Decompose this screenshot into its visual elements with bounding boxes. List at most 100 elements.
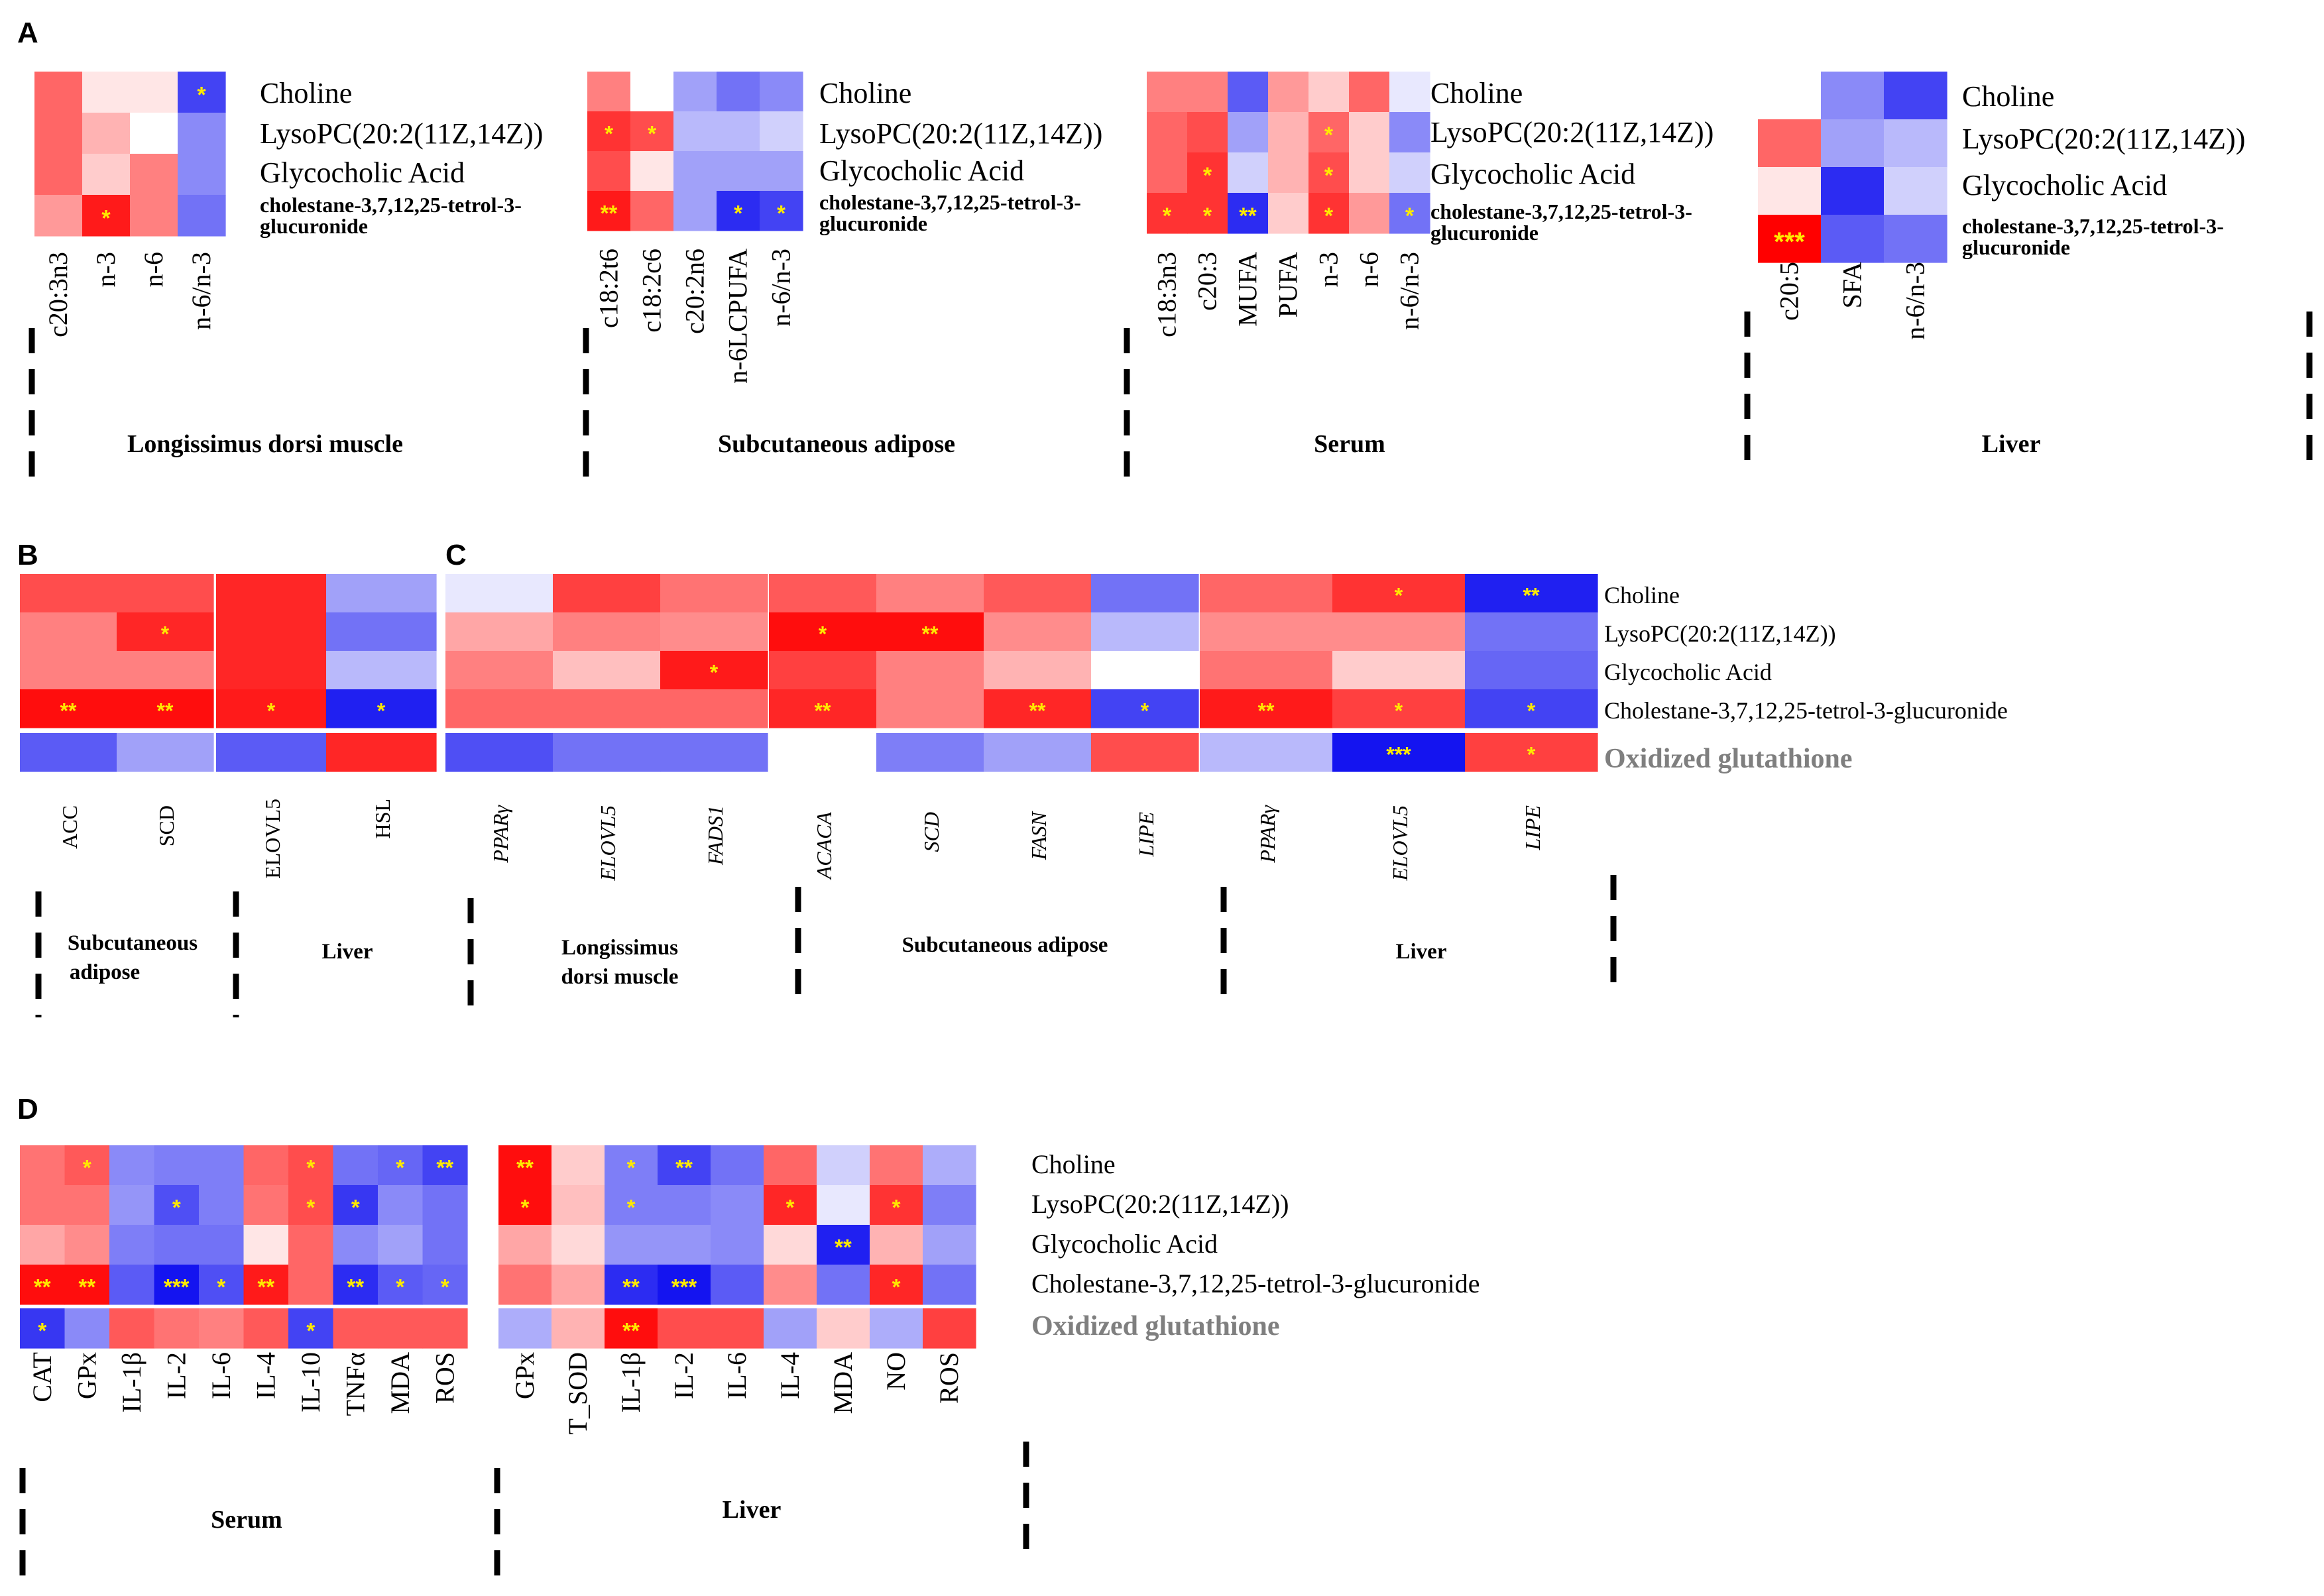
- d1-cell-oxidized-glutathione-il-1: [109, 1308, 155, 1349]
- c3-cell-lysopc-20-2-11z-14z-ppar: [1200, 612, 1333, 652]
- d1-significance-cholestane-3-7-12-25-tetrol-3-glucuronide-cat: **: [34, 1275, 51, 1299]
- c2-cell-lysopc-20-2-11z-14z-lipe: [1091, 612, 1199, 652]
- a4-cell-lysopc-20-2-11z-14z-sfa: [1821, 119, 1885, 168]
- d2-cell-glycocholic-acid-mda: [817, 1225, 870, 1265]
- d1-cell-choline-tnf: [333, 1145, 378, 1186]
- a4-cell-glycocholic-acid-c20-5: [1758, 167, 1822, 215]
- d1-cell-lysopc-20-2-11z-14z-gpx: [64, 1185, 110, 1226]
- c2-significance-lysopc-20-2-11z-14z-scd: **: [922, 622, 939, 646]
- d1-column-label-tnf: TNFα: [340, 1352, 370, 1416]
- d2-cell-oxidized-glutathione-gpx: [498, 1308, 552, 1349]
- d1-cell-glycocholic-acid-ros: [422, 1225, 468, 1265]
- b2-cell-choline-hsl: [326, 574, 437, 613]
- d-row-label-choline: Choline: [1031, 1149, 1116, 1179]
- d2-cell-choline-no: [870, 1145, 923, 1186]
- panel-label-d: D: [17, 1093, 38, 1125]
- c3-significance-cholestane-3-7-12-25-tetrol-3-glucuronide-lipe: *: [1527, 699, 1536, 722]
- heatmap-a-serum: ** ** * ** * *c18:3n3 c20:3 MUFA PUFA n-3 n-6 n-6/n…: [1147, 72, 1430, 337]
- d2-column-label-no: NO: [881, 1352, 911, 1391]
- b2-cell-glycocholic-acid-elovl5: [216, 651, 327, 690]
- heatmap-c-longissimus: * PPARγ ELOVL5 FADS1: [445, 574, 768, 882]
- a3-cell-lysopc-20-2-11z-14z-c20-3: [1187, 112, 1228, 153]
- a4-cell-choline-n-6-n-3: [1884, 72, 1947, 120]
- d1-significance-cholestane-3-7-12-25-tetrol-3-glucuronide-mda: *: [396, 1275, 404, 1299]
- c1-cell-cholestane-3-7-12-25-tetrol-3-glucuronide-elovl5: [553, 689, 661, 728]
- a1-cell-lysopc-20-2-11z-14z-n-6: [130, 113, 178, 154]
- b1-column-label-acc: ACC: [58, 805, 82, 849]
- b1-significance-lysopc-20-2-11z-14z-scd: *: [161, 622, 170, 646]
- c1-cell-glycocholic-acid-ppar: [445, 651, 553, 690]
- d1-significance-oxidized-glutathione-cat: *: [38, 1318, 46, 1343]
- a3-row-label-glycocholic: Glycocholic Acid: [1430, 158, 1635, 190]
- d2-significance-lysopc-20-2-11z-14z-gpx: *: [521, 1195, 530, 1220]
- c3-significance-cholestane-3-7-12-25-tetrol-3-glucuronide-elovl5: *: [1395, 699, 1403, 722]
- c1-cell-cholestane-3-7-12-25-tetrol-3-glucuronide-fads1: [660, 689, 768, 728]
- a3-significance-cholestane-3-7-12-25-tetrol-3-glucuronide-c20-3: *: [1203, 203, 1212, 229]
- b1-cell-lysopc-20-2-11z-14z-scd: [117, 612, 214, 652]
- bc-separators: [35, 875, 1617, 1017]
- a4-column-label-n-6-n-3: n-6/n-3: [1900, 262, 1930, 340]
- a2-column-label-c18-2c6: c18:2c6: [637, 249, 667, 333]
- heatmap-b-subcutaneous: *** **ACC SCD: [20, 574, 214, 849]
- d2-significance-glycocholic-acid-mda: **: [835, 1235, 852, 1259]
- heatmap-c-subcutaneous: * **** ** *ACACA SCD FASN LIPE: [769, 574, 1199, 880]
- panel-label-b: B: [17, 539, 38, 571]
- d1-cell-lysopc-20-2-11z-14z-mda: [378, 1185, 424, 1226]
- a2-cell-lysopc-20-2-11z-14z-c20-2n6: [673, 111, 717, 152]
- d1-cell-oxidized-glutathione-il-6: [199, 1308, 245, 1349]
- c2-cell-choline-fasn: [984, 574, 1092, 613]
- a-tissue-serum: Serum: [1314, 430, 1385, 458]
- c1-cell-oxidized-glutathione-ppar: [445, 733, 553, 772]
- d2-cell-cholestane-3-7-12-25-tetrol-3-glucuronide-ros: [923, 1265, 976, 1305]
- a2-cell-choline-c18-2t6: [587, 72, 631, 112]
- b2-cell-cholestane-3-7-12-25-tetrol-3-glucuronide-hsl: [326, 689, 437, 728]
- d1-significance-choline-gpx: *: [83, 1155, 91, 1180]
- c3-column-label-elovl5: ELOVL5: [1388, 805, 1412, 882]
- a3-cell-glycocholic-acid-c20-3: [1187, 152, 1228, 194]
- c3-cell-cholestane-3-7-12-25-tetrol-3-glucuronide-ppar: [1200, 689, 1333, 728]
- d2-cell-lysopc-20-2-11z-14z-il-6: [711, 1185, 764, 1226]
- b-tissue-liver: Liver: [322, 940, 373, 964]
- a3-cell-choline-c18-3n3: [1147, 72, 1188, 113]
- b1-cell-cholestane-3-7-12-25-tetrol-3-glucuronide-scd: [117, 689, 214, 728]
- d1-cell-oxidized-glutathione-ros: [422, 1308, 468, 1349]
- c3-cell-cholestane-3-7-12-25-tetrol-3-glucuronide-elovl5: [1332, 689, 1466, 728]
- c2-cell-cholestane-3-7-12-25-tetrol-3-glucuronide-lipe: [1091, 689, 1199, 728]
- a2-cell-choline-n-6lcpufa: [717, 72, 760, 112]
- c-row-label-lysopc: LysoPC(20:2(11Z,14Z)): [1604, 620, 1836, 647]
- d1-cell-glycocholic-acid-il-2: [154, 1225, 200, 1265]
- b1-cell-cholestane-3-7-12-25-tetrol-3-glucuronide-acc: [20, 689, 117, 728]
- a2-column-label-n-6-n-3: n-6/n-3: [766, 249, 796, 327]
- a2-cell-cholestane-3-7-12-25-tetrol-3-glucuronide-n-6-n-3: [760, 191, 803, 231]
- b2-significance-cholestane-3-7-12-25-tetrol-3-glucuronide-elovl5: *: [267, 699, 276, 722]
- d2-cell-cholestane-3-7-12-25-tetrol-3-glucuronide-no: [870, 1265, 923, 1305]
- a2-row-label-glycocholic: Glycocholic Acid: [819, 154, 1024, 187]
- d1-cell-cholestane-3-7-12-25-tetrol-3-glucuronide-cat: [20, 1265, 66, 1305]
- c2-cell-glycocholic-acid-fasn: [984, 651, 1092, 690]
- b1-cell-glycocholic-acid-acc: [20, 651, 117, 690]
- a3-cell-glycocholic-acid-n-6: [1349, 152, 1390, 194]
- a3-significance-glycocholic-acid-c20-3: *: [1203, 163, 1212, 188]
- a2-cell-glycocholic-acid-n-6-n-3: [760, 151, 803, 192]
- d1-cell-glycocholic-acid-il-1: [109, 1225, 155, 1265]
- d1-significance-choline-mda: *: [396, 1155, 404, 1180]
- d2-cell-glycocholic-acid-t-sod: [552, 1225, 605, 1265]
- c-tissue-longissimus-1: Longissimus: [561, 936, 678, 960]
- a4-column-label-sfa: SFA: [1837, 262, 1867, 309]
- d2-cell-cholestane-3-7-12-25-tetrol-3-glucuronide-il-2: [658, 1265, 711, 1305]
- d2-cell-glycocholic-acid-il-6: [711, 1225, 764, 1265]
- b2-column-label-hsl: HSL: [371, 799, 394, 838]
- d1-cell-lysopc-20-2-11z-14z-il-4: [243, 1185, 289, 1226]
- a4-row-label-glycocholic: Glycocholic Acid: [1962, 169, 2167, 201]
- a3-cell-cholestane-3-7-12-25-tetrol-3-glucuronide-n-6: [1349, 193, 1390, 234]
- a2-cell-lysopc-20-2-11z-14z-c18-2t6: [587, 111, 631, 152]
- a1-row-label-cholestane-2: glucuronide: [260, 214, 368, 238]
- c2-cell-choline-lipe: [1091, 574, 1199, 613]
- a1-cell-glycocholic-acid-n-6: [130, 154, 178, 196]
- d2-cell-choline-il-4: [764, 1145, 817, 1186]
- d2-cell-lysopc-20-2-11z-14z-no: [870, 1185, 923, 1226]
- d2-cell-cholestane-3-7-12-25-tetrol-3-glucuronide-t-sod: [552, 1265, 605, 1305]
- d2-significance-cholestane-3-7-12-25-tetrol-3-glucuronide-il-2: ***: [671, 1275, 697, 1299]
- c2-cell-lysopc-20-2-11z-14z-scd: [876, 612, 984, 652]
- c2-cell-cholestane-3-7-12-25-tetrol-3-glucuronide-acaca: [769, 689, 877, 728]
